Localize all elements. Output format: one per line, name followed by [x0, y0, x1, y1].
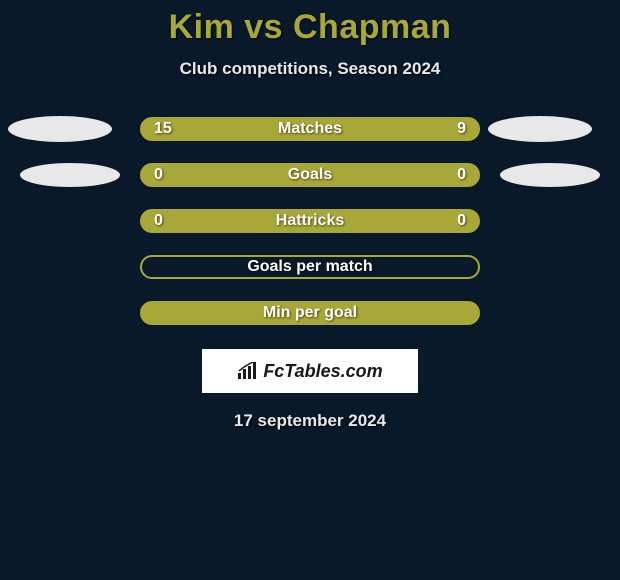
oval-left: [8, 116, 112, 142]
subtitle: Club competitions, Season 2024: [180, 59, 441, 79]
stat-left-value: 15: [154, 120, 172, 138]
stat-label: Goals: [288, 166, 332, 184]
logo-text: FcTables.com: [263, 361, 382, 382]
stat-row-goals-per-match: Goals per match: [0, 255, 620, 279]
stat-row-min-per-goal: Min per goal: [0, 301, 620, 325]
stat-row-matches: 15 Matches 9: [0, 117, 620, 141]
logo-content: FcTables.com: [237, 361, 382, 382]
date-text: 17 september 2024: [234, 411, 386, 431]
page-title: Kim vs Chapman: [169, 8, 452, 47]
stat-left-value: 0: [154, 166, 163, 184]
stat-row-goals: 0 Goals 0: [0, 163, 620, 187]
stat-label: Hattricks: [276, 212, 344, 230]
stat-label: Matches: [278, 120, 342, 138]
stat-right-value: 0: [457, 212, 466, 230]
oval-right: [500, 163, 600, 187]
stat-row-hattricks: 0 Hattricks 0: [0, 209, 620, 233]
stat-bar: 0 Hattricks 0: [140, 209, 480, 233]
stat-left-value: 0: [154, 212, 163, 230]
stat-bar: 15 Matches 9: [140, 117, 480, 141]
oval-right: [488, 116, 592, 142]
oval-left: [20, 163, 120, 187]
stat-right-value: 9: [457, 120, 466, 138]
infographic-container: Kim vs Chapman Club competitions, Season…: [0, 0, 620, 431]
stat-label: Goals per match: [247, 258, 372, 276]
stat-label: Min per goal: [263, 304, 357, 322]
chart-icon: [237, 362, 259, 380]
stat-right-value: 0: [457, 166, 466, 184]
stat-bar: Min per goal: [140, 301, 480, 325]
stat-bar: Goals per match: [140, 255, 480, 279]
source-logo: FcTables.com: [202, 349, 418, 393]
stat-bar: 0 Goals 0: [140, 163, 480, 187]
